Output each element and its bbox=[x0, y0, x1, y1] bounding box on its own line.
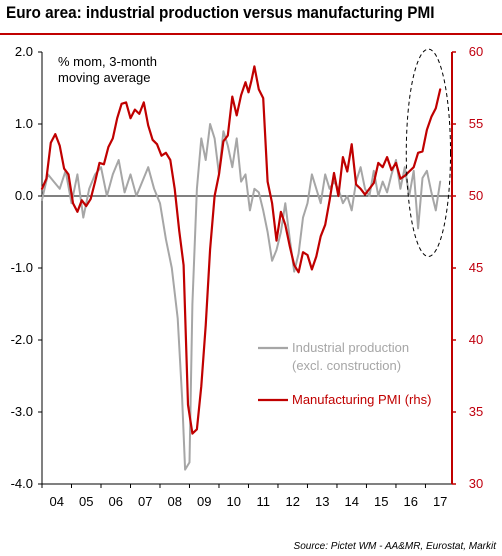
left-tick-label: 1.0 bbox=[15, 116, 33, 131]
chart-title: Euro area: industrial production versus … bbox=[6, 3, 435, 22]
x-tick-label: 15 bbox=[374, 494, 388, 509]
highlight-ellipse bbox=[405, 48, 452, 257]
left-tick-label: 0.0 bbox=[15, 188, 33, 203]
title-rule bbox=[0, 33, 502, 35]
series-layer bbox=[40, 65, 442, 471]
legend-label-ip: Industrial production (excl. construction… bbox=[292, 340, 409, 373]
legend-label-pmi: Manufacturing PMI (rhs) bbox=[292, 392, 431, 407]
left-tick-label: -3.0 bbox=[11, 404, 33, 419]
x-tick-label: 13 bbox=[315, 494, 329, 509]
x-tick-label: 07 bbox=[138, 494, 152, 509]
x-tick-label: 05 bbox=[79, 494, 93, 509]
pmi-series-line bbox=[40, 65, 442, 435]
right-tick-label: 55 bbox=[469, 116, 483, 131]
legend-layer: Industrial production (excl. construction… bbox=[258, 340, 431, 407]
left-tick-label: 2.0 bbox=[15, 44, 33, 59]
left-tick-label: -2.0 bbox=[11, 332, 33, 347]
right-tick-label: 30 bbox=[469, 476, 483, 491]
x-tick-label: 17 bbox=[433, 494, 447, 509]
units-annotation: % mom, 3-month moving average bbox=[58, 54, 157, 85]
x-tick-label: 16 bbox=[403, 494, 417, 509]
x-tick-label: 08 bbox=[167, 494, 181, 509]
x-tick-label: 06 bbox=[109, 494, 123, 509]
right-tick-label: 40 bbox=[469, 332, 483, 347]
ip-series-line bbox=[41, 123, 442, 471]
right-tick-label: 60 bbox=[469, 44, 483, 59]
source-note: Source: Pictet WM - AA&MR, Eurostat, Mar… bbox=[293, 541, 496, 552]
x-tick-label: 09 bbox=[197, 494, 211, 509]
x-tick-label: 10 bbox=[226, 494, 240, 509]
left-tick-label: -4.0 bbox=[11, 476, 33, 491]
x-tick-label: 11 bbox=[256, 494, 270, 509]
axes-layer bbox=[41, 52, 453, 485]
right-tick-label: 50 bbox=[469, 188, 483, 203]
x-tick-label: 12 bbox=[285, 494, 299, 509]
ticks-layer: -4.0 -3.0 -2.0 -1.0 0.0 1.0 2.0 30 35 40 45 50 55 60 0… bbox=[11, 44, 484, 509]
right-tick-label: 45 bbox=[469, 260, 483, 275]
annotation-layer: % mom, 3-month moving average bbox=[58, 48, 452, 257]
left-tick-label: -1.0 bbox=[11, 260, 33, 275]
x-tick-label: 04 bbox=[50, 494, 64, 509]
right-tick-label: 35 bbox=[469, 404, 483, 419]
x-tick-label: 14 bbox=[344, 494, 358, 509]
